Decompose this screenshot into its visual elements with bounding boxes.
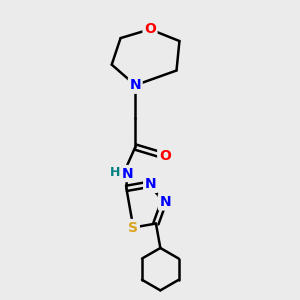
Text: O: O	[144, 22, 156, 36]
Text: N: N	[130, 78, 141, 92]
Text: H: H	[110, 166, 120, 178]
Text: N: N	[159, 195, 171, 209]
Text: N: N	[145, 177, 156, 191]
Text: O: O	[159, 149, 171, 163]
Text: N: N	[122, 167, 134, 181]
Text: S: S	[128, 220, 138, 235]
